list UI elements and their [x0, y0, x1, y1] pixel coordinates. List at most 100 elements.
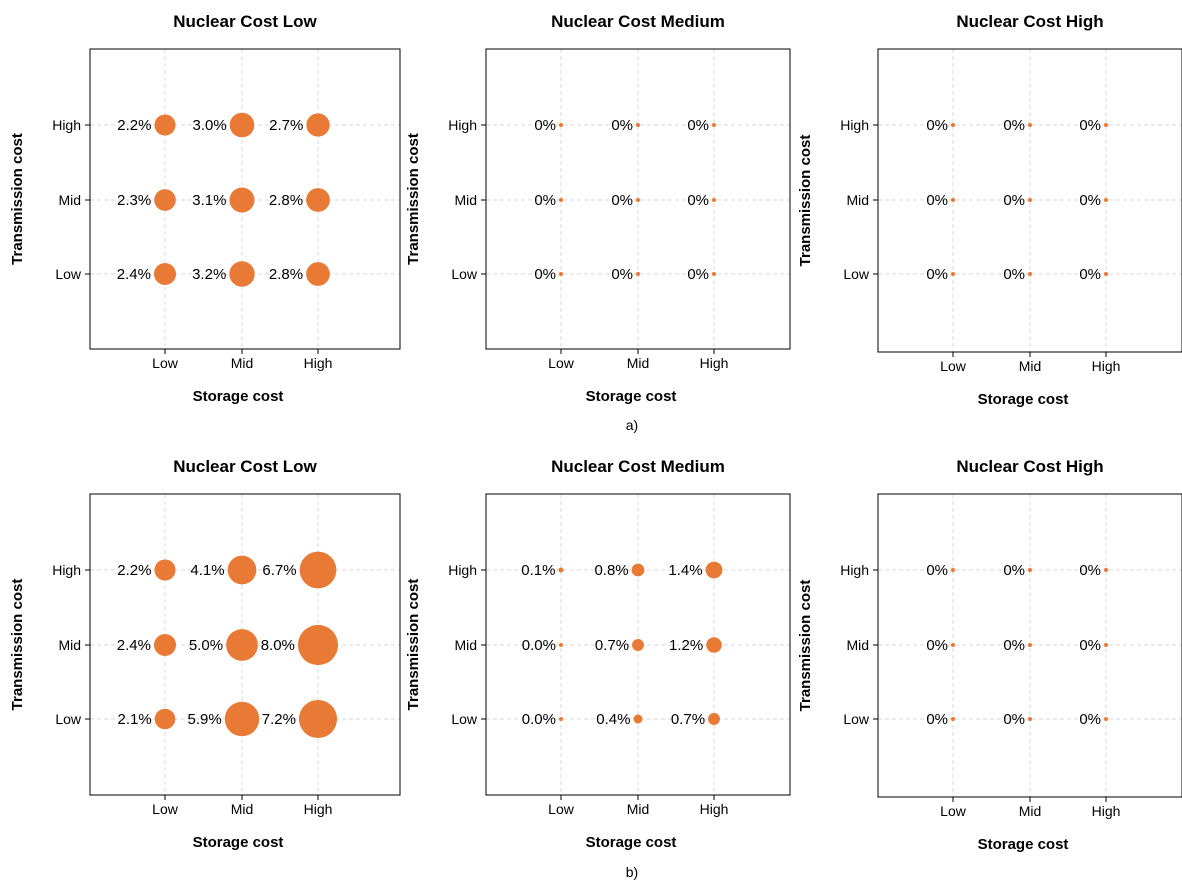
data-label: 3.0% — [192, 117, 226, 134]
bubble-point — [227, 555, 257, 585]
data-label: 3.1% — [192, 192, 226, 209]
y-tick-label: Mid — [58, 192, 81, 208]
data-label: 0% — [1003, 711, 1025, 728]
chart-panel: Nuclear Cost Low Low Mid High High Mid Low Stor… — [9, 457, 401, 851]
chart-title: Nuclear Cost High — [956, 12, 1103, 31]
x-tick-label: High — [304, 355, 333, 371]
bubble-point — [1028, 568, 1032, 572]
data-label: 6.7% — [262, 562, 296, 579]
bubble-point — [1104, 643, 1108, 647]
y-tick-label: High — [52, 117, 81, 133]
bubble-point — [951, 272, 955, 276]
y-axis-label: Transmission cost — [405, 133, 422, 265]
y-axis-label: Transmission cost — [9, 579, 26, 711]
y-axis-label: Transmission cost — [9, 133, 26, 265]
y-tick-label: Mid — [454, 637, 477, 653]
data-label: 0% — [534, 192, 556, 209]
x-tick-label: High — [1092, 358, 1121, 374]
y-axis-label: Transmission cost — [797, 580, 814, 712]
data-label: 0% — [1079, 266, 1101, 283]
bubble-point — [306, 113, 330, 137]
data-label: 0% — [611, 266, 633, 283]
data-label: 1.4% — [668, 562, 702, 579]
y-tick-label: Mid — [846, 192, 869, 208]
bubble-point — [297, 624, 339, 666]
data-label: 0% — [926, 562, 948, 579]
bubble-point — [154, 189, 176, 211]
bubble-point — [224, 701, 260, 737]
bubble-point — [706, 637, 722, 653]
data-label: 0% — [611, 192, 633, 209]
bubble-point — [1028, 123, 1032, 127]
data-label: 2.4% — [117, 266, 151, 283]
bubble-point — [299, 551, 337, 589]
bubble-point — [951, 717, 955, 721]
bubble-point — [1104, 717, 1108, 721]
bubble-point — [154, 263, 176, 285]
caption-a: a) — [626, 417, 638, 433]
bubble-point — [1104, 272, 1108, 276]
data-label: 0% — [1003, 562, 1025, 579]
bubble-point — [1028, 198, 1032, 202]
x-tick-label: Low — [548, 801, 575, 817]
data-label: 0% — [611, 117, 633, 134]
bubble-point — [636, 123, 640, 127]
y-tick-label: Low — [55, 266, 82, 282]
data-label: 0% — [926, 117, 948, 134]
bubble-point — [951, 123, 955, 127]
data-label: 0% — [1079, 117, 1101, 134]
chart-panel: Nuclear Cost Medium Low Mid High High Mid Low S… — [405, 12, 791, 405]
bubble-point — [1028, 717, 1032, 721]
data-label: 0% — [687, 266, 709, 283]
bubble-point — [1028, 643, 1032, 647]
y-tick-label: Low — [843, 711, 870, 727]
y-tick-label: Mid — [454, 192, 477, 208]
x-tick-label: Mid — [627, 801, 650, 817]
bubble-point — [229, 187, 255, 213]
data-label: 4.1% — [190, 562, 224, 579]
data-label: 8.0% — [261, 637, 295, 654]
x-tick-label: High — [700, 801, 729, 817]
data-label: 0% — [1003, 266, 1025, 283]
caption-b: b) — [626, 864, 638, 880]
bubble-point — [154, 634, 176, 656]
bubble-point — [559, 123, 563, 127]
chart-panel: Nuclear Cost High Low Mid High High Mid Low Sto… — [797, 12, 1182, 408]
bubble-point — [306, 262, 330, 286]
x-axis-label: Storage cost — [586, 388, 677, 405]
data-label: 2.3% — [117, 192, 151, 209]
bubble-point — [559, 643, 563, 647]
data-label: 0% — [926, 637, 948, 654]
bubble-point — [712, 198, 716, 202]
x-tick-label: Mid — [1019, 358, 1042, 374]
bubble-point — [154, 708, 176, 730]
data-label: 0.7% — [595, 637, 629, 654]
x-axis-label: Storage cost — [978, 391, 1069, 408]
data-label: 0% — [926, 711, 948, 728]
bubble-point — [636, 198, 640, 202]
data-label: 2.1% — [118, 711, 152, 728]
bubble-point — [951, 568, 955, 572]
x-axis-label: Storage cost — [193, 834, 284, 851]
bubble-point — [559, 272, 563, 276]
data-label: 0% — [1003, 117, 1025, 134]
x-tick-label: Low — [940, 358, 967, 374]
bubble-point — [712, 272, 716, 276]
y-axis-label: Transmission cost — [405, 579, 422, 711]
x-tick-label: Mid — [1019, 803, 1042, 819]
data-label: 0.0% — [522, 711, 556, 728]
bubble-point — [154, 559, 176, 581]
bubble-point — [559, 717, 563, 721]
data-label: 0% — [1079, 562, 1101, 579]
x-tick-label: Mid — [627, 355, 650, 371]
data-label: 0.1% — [521, 562, 555, 579]
data-label: 2.8% — [269, 192, 303, 209]
chart-title: Nuclear Cost Low — [173, 12, 317, 31]
x-axis-label: Storage cost — [586, 834, 677, 851]
bubble-point — [1104, 198, 1108, 202]
bubble-point — [708, 713, 720, 725]
data-label: 2.2% — [117, 562, 151, 579]
bubble-point — [712, 123, 716, 127]
data-label: 3.2% — [192, 266, 226, 283]
